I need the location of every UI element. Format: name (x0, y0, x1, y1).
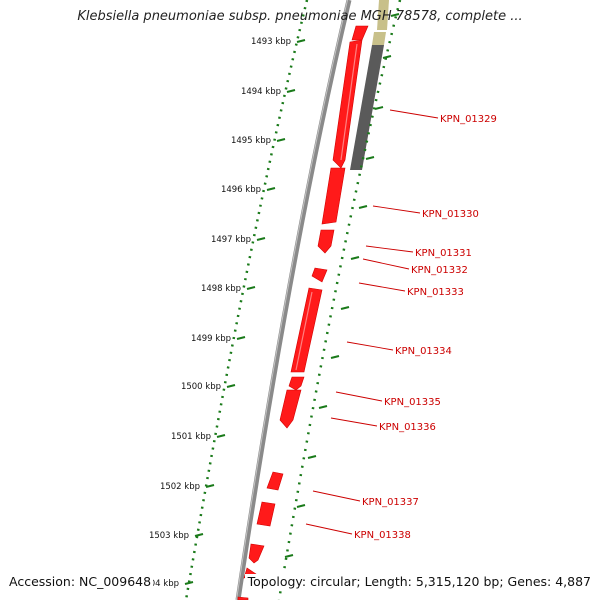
ruler-tick (296, 39, 306, 43)
gene-leader-line (389, 109, 439, 119)
ruler-tick (246, 286, 256, 290)
gene-leader-line (362, 258, 410, 270)
gene-leader-line (305, 523, 353, 535)
gene-label[interactable]: KPN_01334 (395, 346, 452, 357)
gene-label[interactable]: KPN_01332 (411, 265, 468, 276)
gene-label[interactable]: KPN_01333 (407, 287, 464, 298)
gene-labels: KPN_01329 KPN_01330 KPN_01331 KPN_01332 KPN_… (305, 109, 497, 541)
ruler-tick-label: 1503 kbp (149, 531, 189, 541)
ruler-tick (216, 434, 226, 438)
gene-block[interactable] (311, 267, 328, 283)
gene-block[interactable] (317, 229, 335, 254)
gene-tick (390, 13, 400, 17)
gene-label[interactable]: KPN_01331 (415, 248, 472, 259)
feature-bar-tan-2 (372, 32, 386, 45)
accession-text: Accession: NC_009648 (9, 574, 154, 589)
gene-label[interactable]: KPN_01330 (422, 209, 479, 220)
backbone-arc-highlight (236, 0, 348, 601)
feature-bar-tan (377, 0, 389, 30)
ruler-tick (226, 384, 236, 388)
gene-block[interactable] (266, 471, 284, 491)
gene-tick (330, 355, 340, 359)
gene-label[interactable]: KPN_01338 (354, 530, 411, 541)
gene-tick (307, 455, 317, 459)
gene-tick-marks (284, 13, 400, 558)
backbone-arc (235, 0, 352, 601)
gene-leader-line (358, 282, 406, 292)
gene-tick (350, 256, 360, 260)
genome-summary-text: Topology: circular; Length: 5,315,120 bp… (244, 574, 591, 589)
ruler-tick (194, 533, 204, 537)
gene-block[interactable] (290, 287, 323, 373)
ruler-tick-label: 1501 kbp (171, 432, 211, 442)
gene-tick (382, 55, 392, 59)
gene-tick (318, 405, 328, 409)
gene-highlight (295, 291, 313, 371)
map-title: Klebsiella pneumoniae subsp. pneumoniae … (77, 9, 523, 24)
ruler-tick (266, 187, 276, 191)
gene-tick (365, 156, 375, 160)
ruler-tick-label: 1500 kbp (181, 382, 221, 392)
ruler-tick (184, 581, 194, 585)
ruler-tick-label: 1504 kbp (139, 579, 179, 589)
gene-label[interactable]: KPN_01329 (440, 114, 497, 125)
ruler-tick-label: 1499 kbp (191, 334, 231, 344)
gene-block[interactable] (248, 543, 265, 564)
ruler-tick (256, 237, 266, 241)
ruler-tick (276, 138, 286, 142)
gene-block[interactable] (321, 167, 346, 225)
feature-bar-grey (350, 45, 384, 170)
gene-tick (340, 306, 350, 310)
ruler-tick (205, 484, 215, 488)
ruler-tick-label: 1502 kbp (160, 482, 200, 492)
gene-dots-outer (277, 0, 402, 601)
ruler-tick-label: 1497 kbp (211, 235, 251, 245)
gene-track (237, 25, 369, 601)
gene-leader-line (330, 417, 378, 427)
gene-highlight (340, 43, 358, 161)
ruler-tick (236, 336, 246, 340)
gene-tick (358, 205, 368, 209)
gene-leader-line (335, 391, 383, 402)
gene-block[interactable] (288, 376, 305, 391)
gene-leader-line (346, 341, 394, 351)
gene-tick (374, 106, 384, 110)
gene-label[interactable]: KPN_01336 (379, 422, 436, 433)
gene-block[interactable] (279, 389, 302, 429)
gene-tick (296, 504, 306, 508)
ruler-tick-label: 1498 kbp (201, 284, 241, 294)
ruler-tick-label: 1493 kbp (251, 37, 291, 47)
gene-label[interactable]: KPN_01337 (362, 497, 419, 508)
ruler-tick (286, 89, 296, 93)
ruler-tick-label: 1496 kbp (221, 185, 261, 195)
ruler-tick-label: 1495 kbp (231, 136, 271, 146)
ruler: 1493 kbp 1494 kbp 1495 kbp 1496 kbp 1497 kbp… (139, 37, 306, 589)
gene-leader-line (372, 205, 421, 214)
gene-block[interactable] (256, 501, 276, 527)
gene-label[interactable]: KPN_01335 (384, 397, 441, 408)
gene-block[interactable] (351, 25, 369, 41)
ruler-tick-label: 1494 kbp (241, 87, 281, 97)
gene-block[interactable] (332, 39, 363, 169)
gene-tick (284, 554, 294, 558)
gene-leader-line (365, 245, 414, 253)
gene-leader-line (312, 490, 361, 502)
